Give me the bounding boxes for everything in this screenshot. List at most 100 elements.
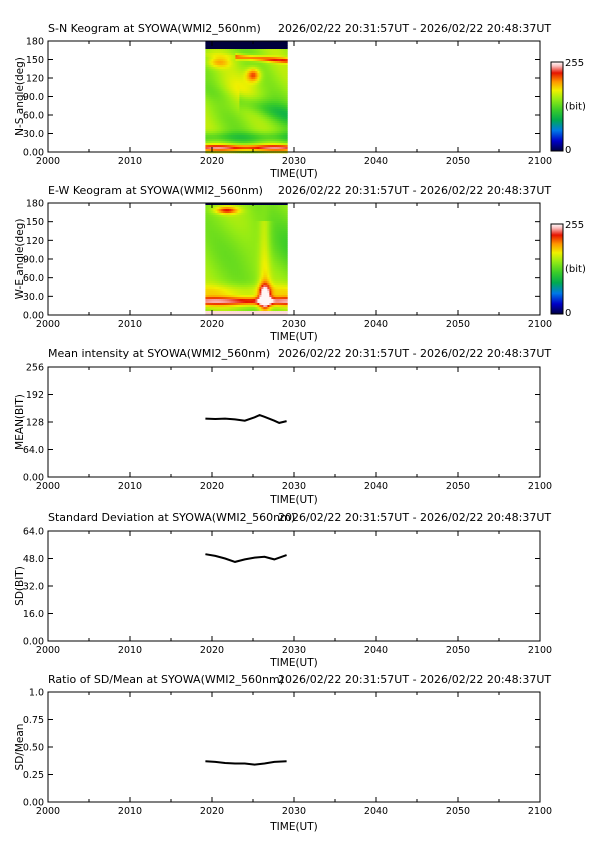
panel-title: S-N Keogram at SYOWA(WMI2_560nm) [48, 22, 261, 35]
y-tick-label: 150 [26, 55, 44, 66]
x-axis-label: TIME(UT) [269, 657, 318, 669]
x-tick-label: 2040 [364, 645, 388, 656]
x-tick-label: 2030 [282, 806, 306, 817]
x-tick-label: 2020 [200, 645, 224, 656]
y-tick-label: 1.0 [29, 688, 44, 699]
x-tick-label: 2050 [446, 481, 470, 492]
x-tick-label: 2030 [282, 481, 306, 492]
series-line [205, 760, 287, 766]
series-line [205, 414, 287, 424]
y-axis-label: N-S angle(deg) [14, 57, 26, 136]
colorbar-unit-label: (bit) [565, 264, 586, 275]
colorbar: 255 (bit) 0 [550, 58, 586, 156]
y-tick-label: 0.25 [23, 770, 44, 781]
time-range: 2026/02/22 20:31:57UT - 2026/02/22 20:48… [278, 347, 551, 360]
colorbar-min-label: 0 [565, 145, 571, 156]
colorbar-unit-label: (bit) [565, 102, 586, 113]
x-tick-label: 2020 [200, 806, 224, 817]
time-range: 2026/02/22 20:31:57UT - 2026/02/22 20:48… [278, 22, 551, 35]
x-tick-label: 2000 [36, 481, 60, 492]
y-axis-label: W-E angle(deg) [14, 219, 26, 300]
x-axis-label: TIME(UT) [269, 494, 318, 506]
x-tick-label: 2040 [364, 319, 388, 330]
x-tick-label: 2030 [282, 156, 306, 167]
x-tick-label: 2000 [36, 645, 60, 656]
y-tick-label: 0.50 [23, 743, 44, 754]
y-axis-label: SD/Mean [14, 724, 26, 771]
y-tick-label: 192 [26, 390, 44, 401]
x-tick-label: 2020 [200, 156, 224, 167]
keogram-image [205, 41, 288, 154]
y-tick-label: 0.00 [23, 148, 44, 159]
panel-5: Ratio of SD/Mean at SYOWA(WMI2_560nm)202… [14, 673, 552, 833]
x-tick-label: 2000 [36, 806, 60, 817]
x-tick-label: 2020 [200, 319, 224, 330]
plot-frame [47, 366, 541, 478]
y-tick-label: 256 [26, 363, 44, 374]
series-line [205, 553, 287, 563]
x-tick-label: 2010 [118, 156, 142, 167]
x-tick-label: 2050 [446, 806, 470, 817]
y-tick-label: 32.0 [23, 582, 44, 593]
y-tick-label: 90.0 [23, 255, 44, 266]
panel-4: Standard Deviation at SYOWA(WMI2_560nm)2… [14, 511, 552, 669]
x-tick-label: 2050 [446, 319, 470, 330]
panel-3: Mean intensity at SYOWA(WMI2_560nm) 2026/… [14, 347, 552, 506]
y-tick-label: 0.00 [23, 798, 44, 809]
y-axis-label: MEAN(BIT) [14, 394, 26, 450]
x-tick-label: 2050 [446, 645, 470, 656]
y-tick-label: 128 [26, 418, 44, 429]
x-tick-label: 2040 [364, 481, 388, 492]
x-tick-label: 2010 [118, 806, 142, 817]
x-tick-label: 2010 [118, 645, 142, 656]
x-tick-label: 2000 [36, 156, 60, 167]
keogram-image [205, 203, 288, 316]
x-tick-label: 2100 [528, 319, 552, 330]
y-tick-label: 64.0 [23, 445, 44, 456]
panel-2: E-W Keogram at SYOWA(WMI2_560nm) 2026/02/… [14, 184, 586, 343]
x-tick-label: 2100 [528, 481, 552, 492]
panel-title: Mean intensity at SYOWA(WMI2_560nm) [48, 347, 270, 360]
x-tick-label: 2010 [118, 481, 142, 492]
time-range: 2026/02/22 20:31:57UT - 2026/02/22 20:48… [278, 184, 551, 197]
time-range: 2026/02/22 20:31:57UT - 2026/02/22 20:48… [278, 511, 551, 524]
y-tick-label: 120 [26, 236, 44, 247]
y-tick-label: 48.0 [23, 554, 44, 565]
x-axis-label: TIME(UT) [269, 821, 318, 833]
y-tick-label: 120 [26, 74, 44, 85]
panel-title: Ratio of SD/Mean at SYOWA(WMI2_560nm) [48, 673, 284, 686]
y-tick-label: 30.0 [23, 129, 44, 140]
panel-title: Standard Deviation at SYOWA(WMI2_560nm) [48, 511, 295, 524]
panel-1: S-N Keogram at SYOWA(WMI2_560nm) 2026/02/… [14, 22, 586, 180]
y-tick-label: 180 [26, 37, 44, 48]
x-tick-label: 2100 [528, 645, 552, 656]
y-tick-label: 64.0 [23, 527, 44, 538]
x-tick-label: 2030 [282, 645, 306, 656]
y-tick-label: 60.0 [23, 111, 44, 122]
y-tick-label: 150 [26, 217, 44, 228]
plot-frame [47, 202, 541, 316]
y-tick-label: 0.00 [23, 473, 44, 484]
y-tick-label: 0.00 [23, 637, 44, 648]
y-tick-label: 30.0 [23, 292, 44, 303]
x-axis-label: TIME(UT) [269, 168, 318, 180]
colorbar-max-label: 255 [565, 58, 584, 69]
x-tick-label: 2010 [118, 319, 142, 330]
colorbar: 255 (bit) 0 [550, 220, 586, 319]
y-tick-label: 0.00 [23, 311, 44, 322]
y-tick-label: 0.75 [23, 715, 44, 726]
x-tick-label: 2100 [528, 806, 552, 817]
y-axis-label: SD(BIT) [14, 566, 26, 606]
y-tick-label: 90.0 [23, 92, 44, 103]
plot-frame [47, 691, 541, 803]
colorbar-max-label: 255 [565, 220, 584, 231]
y-tick-label: 180 [26, 199, 44, 210]
time-range: 2026/02/22 20:31:57UT - 2026/02/22 20:48… [278, 673, 551, 686]
y-tick-label: 60.0 [23, 273, 44, 284]
x-tick-label: 2040 [364, 156, 388, 167]
x-tick-label: 2050 [446, 156, 470, 167]
x-axis-label: TIME(UT) [269, 331, 318, 343]
panel-title: E-W Keogram at SYOWA(WMI2_560nm) [48, 184, 263, 197]
x-tick-label: 2030 [282, 319, 306, 330]
